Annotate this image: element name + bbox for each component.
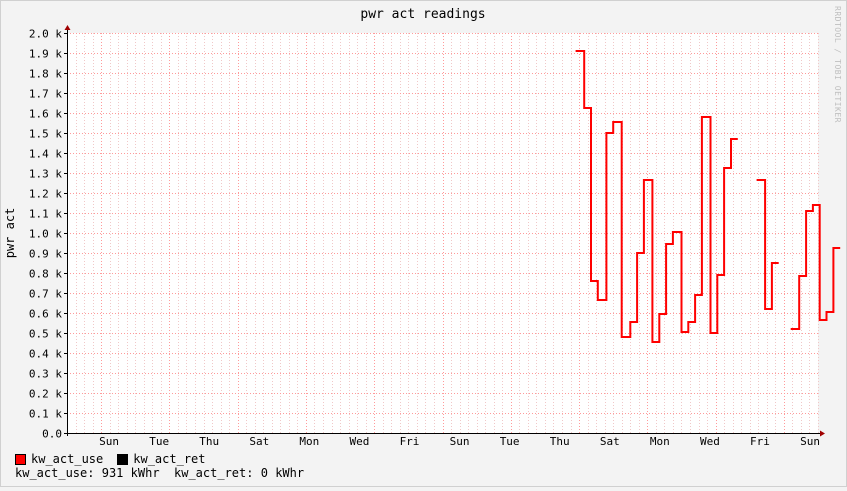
y-tick-label: 0.6 k — [29, 308, 62, 321]
x-tick-label: Sun — [800, 435, 820, 448]
y-tick-label: 0.1 k — [29, 408, 62, 421]
x-tick-label: Sat — [600, 435, 620, 448]
x-tick-label: Fri — [750, 435, 770, 448]
legend-label-kw-act-ret: kw_act_ret — [133, 452, 206, 466]
y-tick-label: 1.5 k — [29, 128, 62, 141]
y-tick-label: 1.4 k — [29, 148, 62, 161]
y-tick-label: 0.0 — [42, 428, 62, 441]
y-tick-label: 1.7 k — [29, 88, 62, 101]
y-tick-label: 0.5 k — [29, 328, 62, 341]
summary-line: kw_act_use: 931 kWhr kw_act_ret: 0 kWhr — [15, 466, 304, 480]
y-axis-arrow — [64, 25, 71, 30]
x-axis-arrow — [820, 430, 825, 437]
y-tick-label: 1.6 k — [29, 108, 62, 121]
y-tick-label: 0.3 k — [29, 368, 62, 381]
y-tick-label: 0.8 k — [29, 268, 62, 281]
chart-title: pwr act readings — [360, 7, 485, 22]
summary-ret-label: kw_act_ret: — [174, 466, 254, 480]
x-tick-label: Sun — [99, 435, 119, 448]
axes — [64, 25, 825, 437]
summary-ret-unit: kWhr — [275, 466, 305, 480]
x-tick-label: Thu — [199, 435, 219, 448]
summary-use-label: kw_act_use: — [15, 466, 95, 480]
y-tick-label: 1.3 k — [29, 168, 62, 181]
series-line-kw-act-use — [756, 179, 779, 310]
x-tick-label: Mon — [650, 435, 670, 448]
x-tick-label: Tue — [149, 435, 169, 448]
y-axis-label: pwr act — [3, 208, 17, 259]
rrdtool-credit: RRDTOOL / TOBI OETIKER — [833, 6, 842, 123]
x-tick-label: Thu — [550, 435, 570, 448]
x-tick-label: Wed — [349, 435, 369, 448]
grid — [67, 33, 819, 433]
series-line-kw-act-use — [575, 50, 738, 343]
series-layer — [575, 50, 841, 343]
x-tick-label: Fri — [400, 435, 420, 448]
y-tick-label: 1.1 k — [29, 208, 62, 221]
legend-item-kw-act-use: kw_act_use — [15, 452, 103, 466]
y-tick-label: 0.2 k — [29, 388, 62, 401]
legend-swatch-kw-act-use — [15, 453, 26, 465]
x-tick-label: Wed — [700, 435, 720, 448]
y-tick-label: 1.9 k — [29, 48, 62, 61]
y-tick-label: 1.2 k — [29, 188, 62, 201]
x-tick-label: Mon — [299, 435, 319, 448]
summary-ret-value: 0 — [260, 466, 268, 480]
y-tick-label: 1.0 k — [29, 228, 62, 241]
x-tick-label: Sat — [249, 435, 269, 448]
x-tick-label: Tue — [500, 435, 520, 448]
summary-use-unit: kWhr — [130, 466, 160, 480]
series-line-kw-act-use — [790, 204, 841, 330]
y-tick-label: 0.9 k — [29, 248, 62, 261]
x-tick-label: Sun — [450, 435, 470, 448]
legend-swatch-kw-act-ret — [117, 453, 129, 465]
y-ticks: 0.0 0.1 k 0.2 k 0.3 k 0.4 k 0.5 k 0.6 k 0.7 k 0.… — [29, 28, 67, 441]
y-tick-label: 0.4 k — [29, 348, 62, 361]
summary-use-value: 931 — [101, 466, 124, 480]
legend-item-kw-act-ret: kw_act_ret — [117, 452, 206, 466]
y-tick-label: 0.7 k — [29, 288, 62, 301]
y-tick-label: 2.0 k — [29, 28, 62, 41]
y-tick-label: 1.8 k — [29, 68, 62, 81]
legend-label-kw-act-use: kw_act_use — [31, 452, 104, 466]
legend: kw_act_use kw_act_ret — [15, 451, 220, 467]
x-ticks: Sun Tue Thu Sat Mon Wed Fri Sun Tue Thu Sat Mon Wed F… — [99, 435, 820, 448]
